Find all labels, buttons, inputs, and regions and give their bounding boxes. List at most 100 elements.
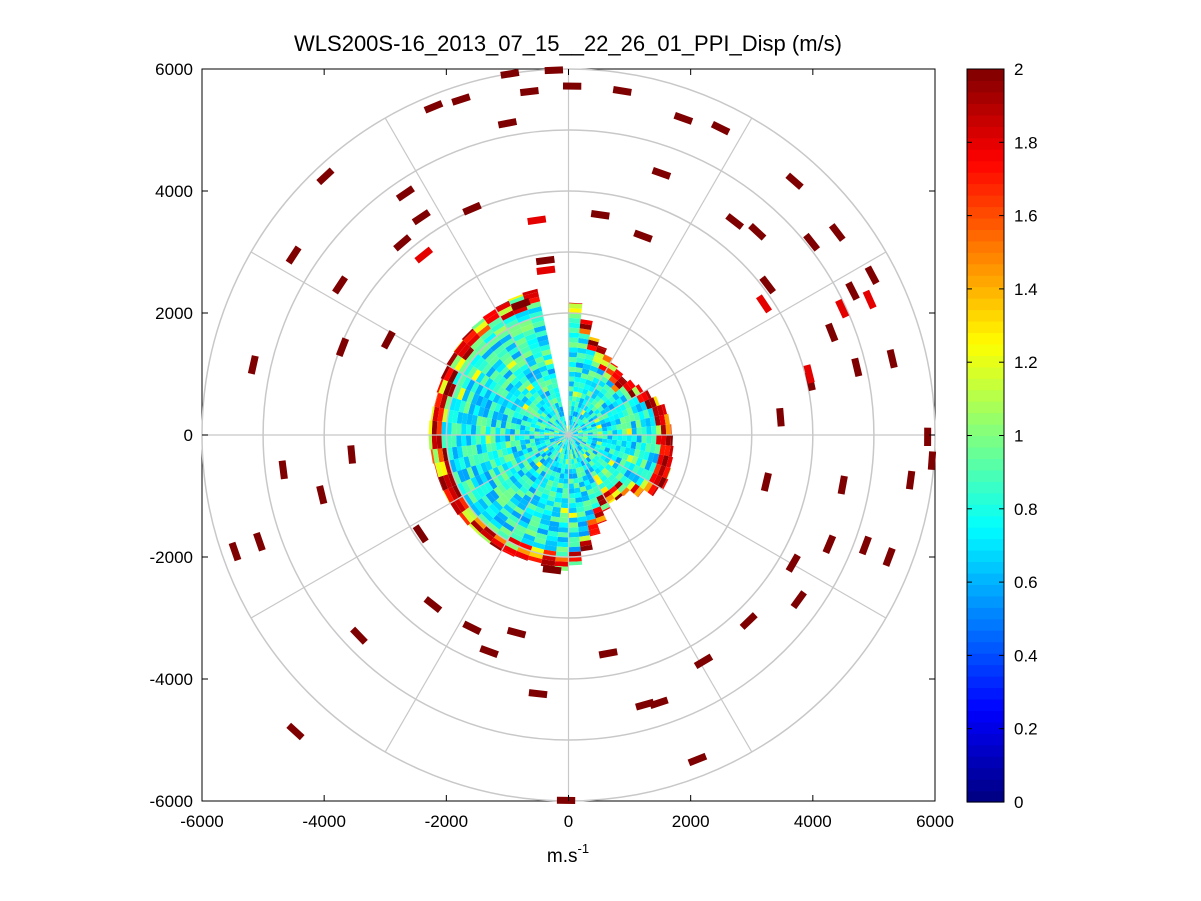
- dense-cell: [529, 498, 539, 507]
- dense-cell: [654, 415, 661, 426]
- colorbar-band: [967, 137, 1004, 150]
- dense-cell: [473, 356, 485, 369]
- dense-cell: [637, 489, 645, 498]
- dense-cell: [474, 474, 484, 487]
- dense-cell: [446, 422, 452, 435]
- colorbar-band: [967, 229, 1004, 242]
- dense-cell: [575, 501, 584, 508]
- dense-cell: [626, 379, 636, 390]
- dense-cell: [513, 389, 522, 398]
- dense-cell: [583, 358, 593, 366]
- dense-cell: [582, 363, 592, 370]
- dense-cell: [531, 494, 541, 502]
- dense-cell: [648, 472, 658, 484]
- dense-cell: [562, 483, 569, 489]
- dense-cell: [508, 409, 515, 417]
- y-tick-label: -6000: [150, 792, 193, 811]
- dense-cell: [517, 413, 524, 420]
- dense-cell: [568, 527, 579, 533]
- dense-cell: [480, 529, 494, 542]
- sparse-return: [760, 472, 772, 492]
- dense-cell: [501, 549, 515, 557]
- dense-cell: [628, 448, 636, 457]
- dense-cell: [529, 435, 535, 440]
- dense-cell: [434, 463, 439, 478]
- colorbar-band: [967, 424, 1004, 437]
- dense-cell: [665, 424, 672, 435]
- dense-cell: [601, 460, 608, 468]
- dense-cell: [535, 461, 543, 468]
- dense-cell: [466, 466, 475, 479]
- dense-cell: [624, 447, 631, 455]
- dense-cell: [582, 411, 589, 417]
- dense-cell: [511, 446, 518, 454]
- sparse-return: [380, 330, 396, 350]
- dense-cell: [617, 429, 623, 435]
- dense-cell: [608, 448, 615, 455]
- dense-cell: [651, 435, 657, 445]
- dense-cell: [597, 391, 605, 399]
- dense-cell: [530, 442, 536, 448]
- dense-cell: [545, 456, 552, 463]
- dense-cell: [619, 446, 626, 454]
- dense-cell: [584, 468, 591, 476]
- dense-cell: [597, 405, 605, 413]
- dense-cell: [568, 352, 578, 358]
- dense-cell: [597, 427, 603, 432]
- dense-cell: [577, 437, 583, 440]
- dense-cell: [571, 463, 576, 469]
- dense-cell: [610, 362, 618, 368]
- dense-cell: [448, 369, 459, 384]
- dense-cell: [635, 476, 645, 487]
- dense-cell: [573, 436, 579, 438]
- dense-cell: [572, 391, 578, 397]
- dense-cell: [614, 493, 623, 501]
- colorbar-band: [967, 664, 1004, 677]
- dense-cell: [595, 346, 607, 355]
- dense-cell: [542, 488, 551, 496]
- sparse-return: [822, 534, 837, 554]
- dense-cell: [665, 435, 672, 446]
- dense-cell: [548, 418, 554, 424]
- dense-cell: [539, 399, 546, 406]
- dense-cell: [548, 388, 555, 395]
- dense-cell: [527, 555, 543, 564]
- dense-cell: [498, 405, 506, 414]
- dense-cell: [489, 489, 500, 501]
- dense-cell: [502, 521, 515, 533]
- dense-cell: [519, 439, 526, 446]
- dense-cell: [441, 421, 447, 435]
- dense-cell: [558, 442, 563, 447]
- dense-cell: [558, 436, 564, 438]
- dense-cell: [454, 498, 466, 513]
- dense-cell: [568, 464, 573, 470]
- dense-cell: [600, 474, 608, 483]
- dense-cell: [606, 425, 613, 431]
- dense-cell: [611, 384, 620, 393]
- dense-cell: [544, 437, 550, 441]
- colorbar-tick-label: 0.4: [1014, 646, 1038, 665]
- dense-cell: [591, 501, 601, 510]
- dense-cell: [496, 511, 509, 522]
- dense-cell: [604, 470, 613, 479]
- dense-cell: [456, 423, 462, 435]
- dense-cell: [573, 435, 579, 437]
- dense-cell: [538, 339, 550, 347]
- dense-cell: [447, 472, 457, 487]
- dense-cell: [490, 442, 497, 452]
- sparse-return: [228, 541, 242, 562]
- dense-cell: [573, 406, 578, 412]
- dense-cell: [503, 503, 514, 514]
- dense-cell: [485, 312, 501, 325]
- y-tick-label: 2000: [155, 304, 193, 323]
- dense-cell: [518, 542, 533, 551]
- dense-cell: [505, 382, 514, 392]
- dense-cell: [581, 495, 590, 502]
- dense-cell: [558, 527, 569, 533]
- dense-cell: [595, 515, 607, 524]
- dense-cell: [631, 474, 641, 484]
- dense-cell: [544, 504, 554, 512]
- dense-cell: [559, 458, 564, 464]
- dense-cell: [499, 366, 510, 377]
- dense-cell: [608, 395, 616, 404]
